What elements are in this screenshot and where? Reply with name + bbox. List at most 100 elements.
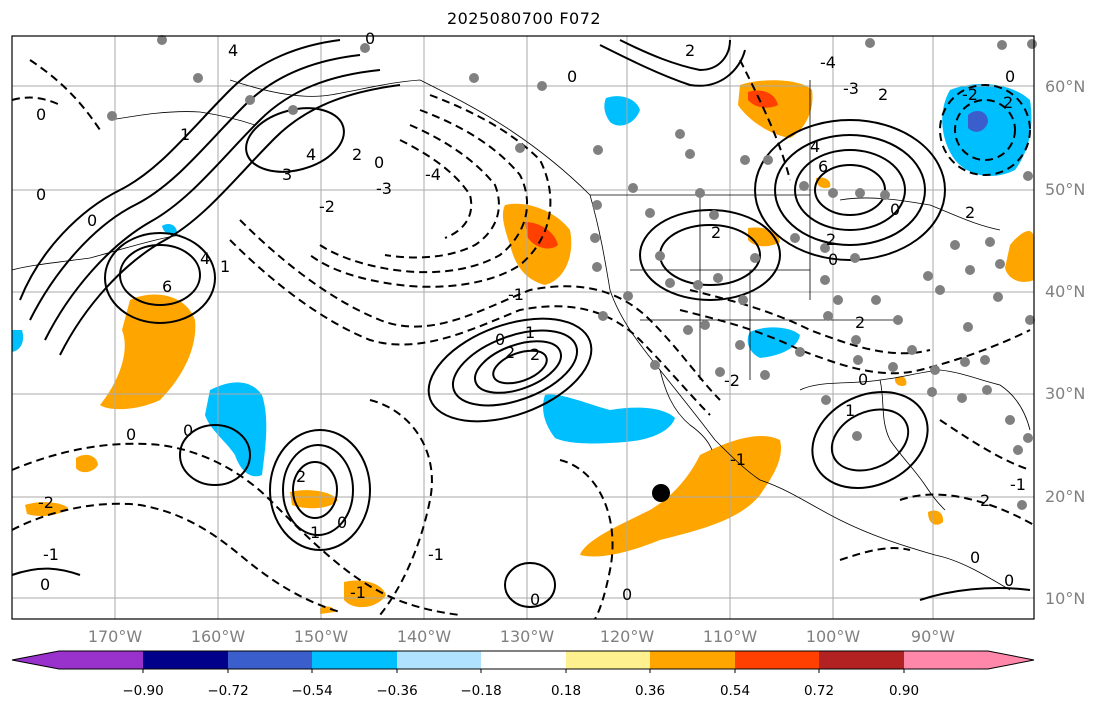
contour-label: 0: [858, 370, 868, 389]
contour-label: -3: [376, 179, 392, 198]
contour-label: 6: [162, 277, 172, 296]
lon-label-170w: 170°W: [87, 627, 143, 646]
contour-label: 2: [685, 41, 695, 60]
contour-label: 0: [126, 425, 136, 444]
contour-label: 1: [845, 401, 855, 420]
contour-label: 0: [36, 105, 46, 124]
colorbar-tick-label: −0.36: [376, 683, 418, 699]
contour-label: 0: [567, 67, 577, 86]
contour-label: 1: [525, 323, 535, 342]
colorbar-segment: [228, 651, 312, 669]
contour-label: 0: [337, 513, 347, 532]
contour-label: 6: [818, 157, 828, 176]
contour-label: 1: [220, 257, 230, 276]
colorbar-tick-label: 0.54: [719, 683, 751, 699]
lon-label-90w: 90°W: [910, 627, 956, 646]
colorbar-segment: [819, 651, 904, 669]
contour-label: -3: [843, 79, 859, 98]
lat-label-20n: 20°N: [1045, 487, 1086, 506]
colorbar-tick-label: 0.72: [803, 683, 835, 699]
contour-label: 2: [296, 467, 306, 486]
solid-contours: [11, 39, 1031, 608]
lon-label-100w: 100°W: [805, 627, 861, 646]
contour-label: -2: [38, 493, 54, 512]
contour-label: 2: [711, 223, 721, 242]
lat-label-50n: 50°N: [1045, 180, 1086, 199]
colorbar-segment: [397, 651, 481, 669]
contour-label: 1: [180, 125, 190, 144]
contour-label: 0: [1004, 571, 1014, 590]
contour-label: 0: [828, 250, 838, 269]
contour-label: 0: [890, 200, 900, 219]
lon-label-120w: 120°W: [599, 627, 655, 646]
contour-label: 4: [810, 137, 820, 156]
colorbar-segment: [481, 651, 566, 669]
colorbar-tick-label: −0.72: [207, 683, 249, 699]
contour-label: 0: [87, 211, 97, 230]
contour-label: -2: [962, 85, 978, 104]
contour-label: 4: [306, 145, 316, 164]
contour-label: -2: [319, 197, 335, 216]
contour-label: 0: [374, 153, 384, 172]
colorbar-segment: [12, 651, 143, 669]
contour-label: -1: [1010, 475, 1026, 494]
map-title: 2025080700 F072: [446, 9, 602, 28]
lat-label-30n: 30°N: [1045, 384, 1086, 403]
contour-label: 4: [200, 249, 210, 268]
contour-label: -1: [428, 545, 444, 564]
contour-label: 2: [505, 343, 515, 362]
lat-label-40n: 40°N: [1045, 282, 1086, 301]
contour-label: 2: [352, 145, 362, 164]
contour-label: 2: [1003, 93, 1013, 112]
contour-label: 2: [980, 491, 990, 510]
lon-label-140w: 140°W: [396, 627, 452, 646]
contour-label: 0: [365, 29, 375, 48]
colorbar-tick-label: −0.90: [122, 683, 164, 699]
dashed-contours: [11, 59, 1035, 620]
contour-label: -1: [43, 545, 59, 564]
contour-label: 2: [878, 85, 888, 104]
colorbar-tick-label: −0.18: [460, 683, 502, 699]
map-frame: [11, 35, 1035, 620]
contour-label: -4: [820, 53, 836, 72]
storm-center-marker: [652, 484, 670, 502]
station-dots: [107, 35, 1037, 510]
contour-label: -1: [730, 450, 746, 469]
contour-label: 1: [310, 523, 320, 542]
colorbar-outline: [11, 650, 1035, 670]
contour-label: 0: [36, 185, 46, 204]
contour-label: 4: [228, 41, 238, 60]
contour-label: 2: [530, 345, 540, 364]
colorbar-tick-label: 0.36: [634, 683, 666, 699]
colorbar: [11, 650, 1035, 673]
contour-label: -4: [425, 165, 441, 184]
colorbar-segment: [650, 651, 735, 669]
contour-label: -1: [350, 583, 366, 602]
colorbar-segment: [143, 651, 228, 669]
colorbar-tick-label: −0.54: [291, 683, 333, 699]
contour-label: 3: [282, 165, 292, 184]
contour-labels: 0 0 0 6 4 3 4 2 0 -2 -3 -4 1 1 4 0 1 0 2…: [36, 29, 1026, 609]
colorbar-segment: [566, 651, 650, 669]
contour-label: -2: [724, 371, 740, 390]
colorbar-tick-label: 0.90: [888, 683, 920, 699]
lat-label-60n: 60°N: [1045, 77, 1086, 96]
contour-label: -1: [508, 285, 524, 304]
contour-label: 0: [530, 590, 540, 609]
lon-label-160w: 160°W: [190, 627, 246, 646]
colorbar-segment: [312, 651, 397, 669]
contour-label: 0: [970, 548, 980, 567]
lon-label-150w: 150°W: [293, 627, 349, 646]
colorbar-tick-label: 0.18: [550, 683, 582, 699]
contour-label: 0: [40, 575, 50, 594]
contour-label: 2: [826, 230, 836, 249]
contour-label: 2: [855, 313, 865, 332]
colorbar-segment: [735, 651, 819, 669]
contour-label: 2: [965, 203, 975, 222]
lon-label-130w: 130°W: [499, 627, 555, 646]
lon-label-110w: 110°W: [702, 627, 758, 646]
contour-label: 0: [183, 421, 193, 440]
contour-label: 0: [495, 330, 505, 349]
contour-label: 0: [1005, 67, 1015, 86]
